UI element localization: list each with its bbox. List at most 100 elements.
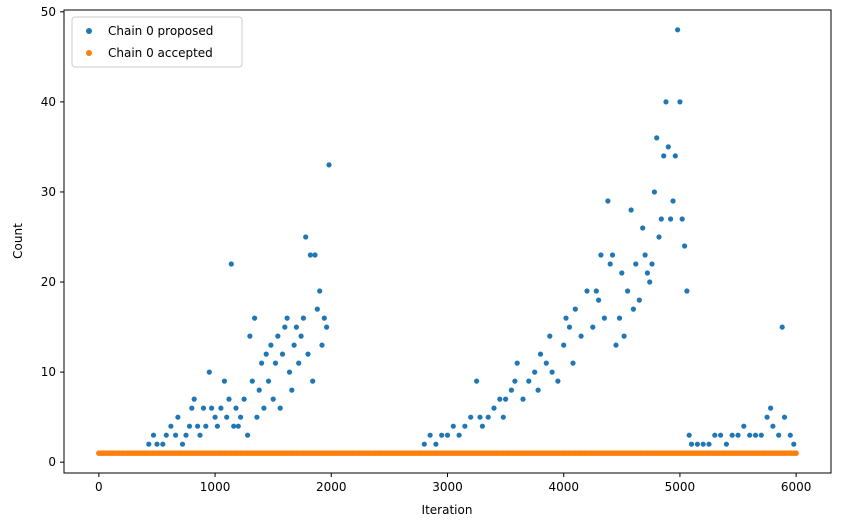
proposed-point (321, 315, 327, 321)
proposed-point (228, 261, 234, 267)
proposed-point (752, 432, 759, 438)
proposed-point (245, 432, 251, 438)
proposed-point (670, 198, 676, 204)
proposed-point (218, 405, 224, 411)
proposed-point (547, 333, 553, 339)
proposed-point (314, 306, 320, 312)
proposed-point (593, 288, 599, 294)
proposed-point (535, 387, 541, 393)
proposed-point (427, 432, 433, 438)
proposed-point (179, 441, 186, 447)
proposed-point (675, 27, 681, 33)
proposed-point (770, 423, 776, 429)
proposed-point (462, 423, 468, 429)
legend-marker-accepted (86, 50, 92, 56)
proposed-point (200, 405, 207, 411)
proposed-point (433, 441, 439, 447)
proposed-point (298, 333, 304, 339)
proposed-point (160, 441, 166, 447)
proposed-point (578, 333, 584, 339)
proposed-point (644, 270, 651, 276)
proposed-point (303, 234, 309, 240)
y-tick-label: 0 (48, 455, 56, 469)
proposed-point (456, 432, 462, 438)
proposed-point (596, 297, 602, 303)
proposed-point (609, 252, 616, 258)
proposed-point (241, 396, 247, 402)
plot-area (64, 10, 831, 473)
proposed-point (259, 360, 265, 366)
proposed-point (263, 351, 269, 357)
x-tick-label: 3000 (432, 480, 463, 494)
proposed-point (566, 324, 573, 330)
proposed-point (630, 306, 637, 312)
proposed-point (729, 432, 735, 438)
proposed-point (735, 432, 741, 438)
proposed-point (768, 405, 774, 411)
proposed-point (532, 369, 538, 375)
proposed-point (636, 297, 642, 303)
proposed-point (300, 315, 306, 321)
proposed-point (514, 360, 520, 366)
proposed-point (319, 342, 325, 348)
legend-label-accepted: Chain 0 accepted (108, 46, 213, 60)
proposed-point (661, 153, 667, 159)
proposed-point (512, 378, 518, 384)
proposed-point (723, 441, 730, 447)
proposed-point (150, 432, 157, 438)
x-tick-label: 5000 (665, 480, 696, 494)
proposed-point (154, 441, 160, 447)
proposed-point (706, 441, 712, 447)
proposed-point (203, 423, 209, 429)
y-tick-label: 40 (41, 95, 56, 109)
proposed-point (477, 414, 483, 420)
proposed-point (651, 189, 658, 195)
proposed-point (668, 216, 674, 222)
proposed-point (289, 387, 295, 393)
proposed-point (209, 405, 215, 411)
proposed-point (226, 396, 232, 402)
proposed-point (572, 306, 578, 312)
proposed-point (238, 414, 244, 420)
proposed-point (605, 198, 611, 204)
proposed-point (787, 432, 793, 438)
proposed-point (654, 135, 660, 141)
proposed-point (628, 207, 634, 213)
legend-box (71, 16, 243, 68)
proposed-point (526, 378, 532, 384)
proposed-point (286, 369, 293, 375)
proposed-point (491, 405, 497, 411)
proposed-point (293, 324, 299, 330)
accepted-series (96, 450, 799, 457)
proposed-point (633, 261, 639, 267)
proposed-point (326, 162, 332, 168)
proposed-point (686, 432, 692, 438)
proposed-point (163, 432, 169, 438)
proposed-point (195, 423, 201, 429)
proposed-point (663, 99, 669, 105)
proposed-point (665, 144, 671, 150)
proposed-point (485, 414, 491, 420)
proposed-point (450, 423, 456, 429)
x-tick-label: 4000 (548, 480, 579, 494)
proposed-point (598, 252, 604, 258)
proposed-point (479, 423, 485, 429)
proposed-point (254, 414, 260, 420)
proposed-point (173, 432, 179, 438)
proposed-point (656, 234, 662, 240)
proposed-point (324, 324, 330, 330)
proposed-point (296, 360, 302, 366)
proposed-point (307, 252, 313, 258)
proposed-point (718, 432, 724, 438)
proposed-point (625, 288, 631, 294)
proposed-point (682, 243, 688, 249)
proposed-point (312, 252, 318, 258)
y-axis-label: Count (11, 223, 25, 259)
x-tick-label: 6000 (781, 480, 812, 494)
proposed-point (616, 315, 623, 321)
x-tick-label: 2000 (316, 480, 347, 494)
proposed-point (779, 324, 785, 330)
proposed-point (197, 432, 203, 438)
proposed-point (256, 387, 262, 393)
proposed-point (642, 252, 648, 258)
